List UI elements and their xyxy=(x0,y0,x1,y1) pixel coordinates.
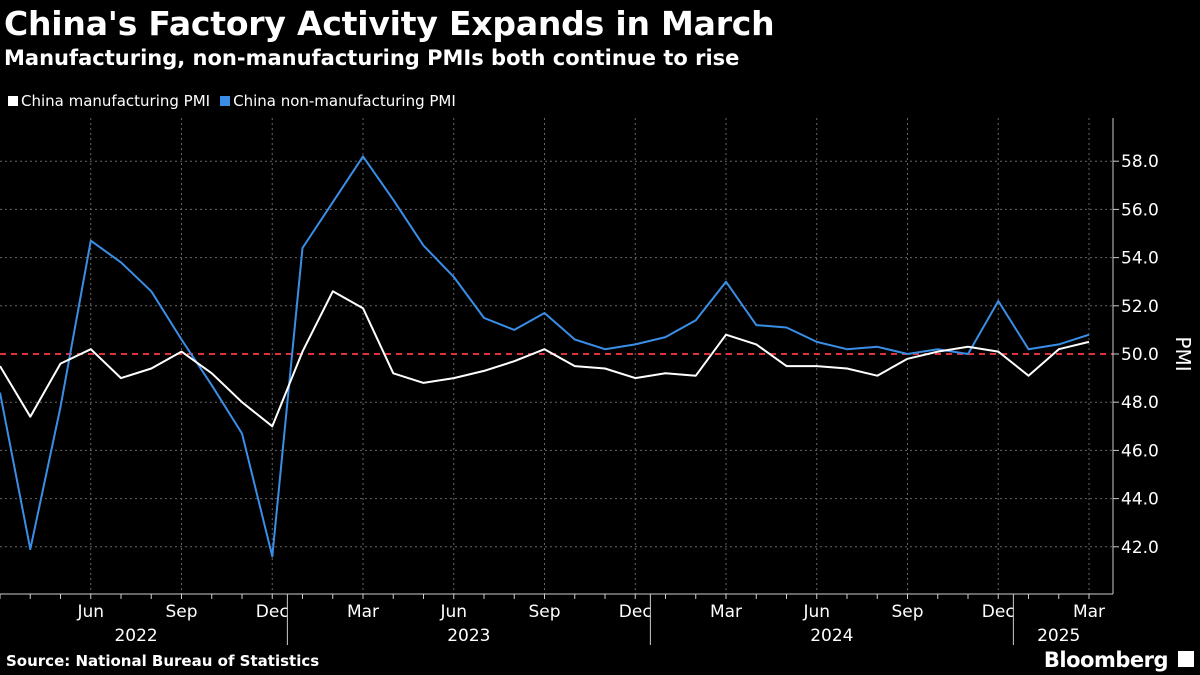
y-tick-label: 44.0 xyxy=(1121,490,1159,510)
bloomberg-terminal-icon xyxy=(1178,651,1194,667)
x-tick-label: Dec xyxy=(982,602,1015,622)
x-tick-label: Sep xyxy=(165,602,197,622)
legend-label-manufacturing: China manufacturing PMI xyxy=(21,92,211,110)
legend: China manufacturing PMI China non-manufa… xyxy=(8,92,456,110)
source-note: Source: National Bureau of Statistics xyxy=(6,652,320,670)
x-tick-label: Sep xyxy=(891,602,923,622)
y-tick-label: 58.0 xyxy=(1121,152,1159,172)
x-tick-label: Mar xyxy=(1073,602,1105,622)
brand-logo: Bloomberg xyxy=(1043,648,1169,672)
x-tick-label: Jun xyxy=(439,602,467,622)
x-tick-label: Dec xyxy=(256,602,289,622)
chart-title: China's Factory Activity Expands in Marc… xyxy=(4,4,775,43)
y-tick-label: 50.0 xyxy=(1121,345,1159,365)
y-axis-label: PMI xyxy=(1171,336,1195,371)
legend-label-non-manufacturing: China non-manufacturing PMI xyxy=(233,92,456,110)
x-tick-label: Sep xyxy=(528,602,560,622)
year-label: 2023 xyxy=(447,626,490,646)
y-tick-label: 56.0 xyxy=(1121,200,1159,220)
y-tick-label: 46.0 xyxy=(1121,441,1159,461)
y-tick-label: 52.0 xyxy=(1121,297,1159,317)
year-label: 2022 xyxy=(114,626,157,646)
year-label: 2025 xyxy=(1037,626,1080,646)
y-tick-label: 54.0 xyxy=(1121,249,1159,269)
non-manufacturing-pmi-line xyxy=(0,155,1090,558)
legend-swatch-manufacturing xyxy=(8,96,18,106)
x-tick-label: Dec xyxy=(619,602,652,622)
legend-swatch-non-manufacturing xyxy=(220,96,231,106)
legend-item-non-manufacturing: China non-manufacturing PMI xyxy=(220,92,456,110)
x-tick-label: Jun xyxy=(76,602,104,622)
legend-item-manufacturing: China manufacturing PMI xyxy=(8,92,210,110)
year-label: 2024 xyxy=(810,626,853,646)
x-tick-label: Mar xyxy=(710,602,742,622)
x-tick-label: Mar xyxy=(347,602,379,622)
x-tick-label: Jun xyxy=(802,602,830,622)
y-tick-label: 42.0 xyxy=(1121,538,1159,558)
chart-subtitle: Manufacturing, non-manufacturing PMIs bo… xyxy=(4,46,740,70)
y-tick-label: 48.0 xyxy=(1121,393,1159,413)
